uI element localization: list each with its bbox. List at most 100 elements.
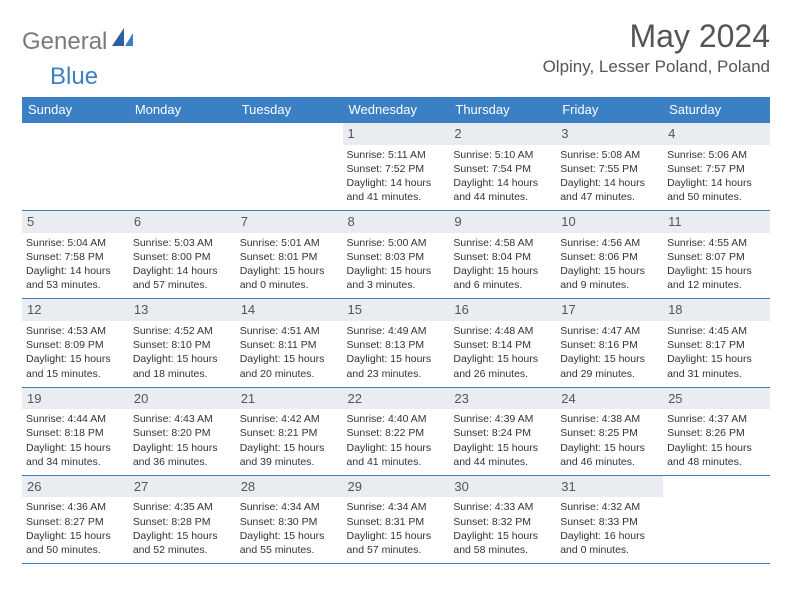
sunset-text: Sunset: 8:21 PM xyxy=(240,426,339,440)
sunrise-text: Sunrise: 4:49 AM xyxy=(347,324,446,338)
calendar-cell: 1Sunrise: 5:11 AMSunset: 7:52 PMDaylight… xyxy=(343,123,450,211)
daylight-text: Daylight: 15 hours xyxy=(133,352,232,366)
calendar-cell: 20Sunrise: 4:43 AMSunset: 8:20 PMDayligh… xyxy=(129,387,236,475)
daylight-text: Daylight: 15 hours xyxy=(560,264,659,278)
daylight-text: Daylight: 15 hours xyxy=(347,352,446,366)
calendar-body: 1Sunrise: 5:11 AMSunset: 7:52 PMDaylight… xyxy=(22,123,770,564)
sunset-text: Sunset: 7:55 PM xyxy=(560,162,659,176)
calendar-cell: 29Sunrise: 4:34 AMSunset: 8:31 PMDayligh… xyxy=(343,475,450,563)
daylight-text: and 44 minutes. xyxy=(453,455,552,469)
calendar-cell: 21Sunrise: 4:42 AMSunset: 8:21 PMDayligh… xyxy=(236,387,343,475)
day-number: 14 xyxy=(236,299,343,321)
sunset-text: Sunset: 8:26 PM xyxy=(667,426,766,440)
calendar-cell: 31Sunrise: 4:32 AMSunset: 8:33 PMDayligh… xyxy=(556,475,663,563)
day-number: 5 xyxy=(22,211,129,233)
daylight-text: Daylight: 14 hours xyxy=(667,176,766,190)
sunrise-text: Sunrise: 4:38 AM xyxy=(560,412,659,426)
daylight-text: Daylight: 15 hours xyxy=(667,352,766,366)
sunset-text: Sunset: 7:54 PM xyxy=(453,162,552,176)
daylight-text: Daylight: 15 hours xyxy=(667,264,766,278)
day-number: 23 xyxy=(449,388,556,410)
day-number: 26 xyxy=(22,476,129,498)
calendar-cell: 14Sunrise: 4:51 AMSunset: 8:11 PMDayligh… xyxy=(236,299,343,387)
sunset-text: Sunset: 8:13 PM xyxy=(347,338,446,352)
day-number: 12 xyxy=(22,299,129,321)
sunrise-text: Sunrise: 5:10 AM xyxy=(453,148,552,162)
daylight-text: Daylight: 15 hours xyxy=(453,264,552,278)
day-number: 27 xyxy=(129,476,236,498)
daylight-text: and 41 minutes. xyxy=(347,190,446,204)
daylight-text: Daylight: 15 hours xyxy=(240,441,339,455)
daylight-text: and 0 minutes. xyxy=(240,278,339,292)
sunrise-text: Sunrise: 4:52 AM xyxy=(133,324,232,338)
daylight-text: Daylight: 15 hours xyxy=(26,529,125,543)
daylight-text: and 57 minutes. xyxy=(347,543,446,557)
header-sunday: Sunday xyxy=(22,97,129,123)
calendar-row: 12Sunrise: 4:53 AMSunset: 8:09 PMDayligh… xyxy=(22,299,770,387)
daylight-text: Daylight: 15 hours xyxy=(240,352,339,366)
calendar-row: 1Sunrise: 5:11 AMSunset: 7:52 PMDaylight… xyxy=(22,123,770,211)
sunset-text: Sunset: 8:22 PM xyxy=(347,426,446,440)
daylight-text: and 6 minutes. xyxy=(453,278,552,292)
daylight-text: Daylight: 15 hours xyxy=(453,529,552,543)
day-number: 16 xyxy=(449,299,556,321)
sunset-text: Sunset: 8:18 PM xyxy=(26,426,125,440)
day-number: 28 xyxy=(236,476,343,498)
calendar-cell: 10Sunrise: 4:56 AMSunset: 8:06 PMDayligh… xyxy=(556,211,663,299)
calendar-cell: 9Sunrise: 4:58 AMSunset: 8:04 PMDaylight… xyxy=(449,211,556,299)
sunrise-text: Sunrise: 4:34 AM xyxy=(347,500,446,514)
daylight-text: and 50 minutes. xyxy=(26,543,125,557)
page-title: May 2024 xyxy=(543,18,770,55)
sunrise-text: Sunrise: 5:00 AM xyxy=(347,236,446,250)
day-number: 24 xyxy=(556,388,663,410)
calendar-cell: 16Sunrise: 4:48 AMSunset: 8:14 PMDayligh… xyxy=(449,299,556,387)
sunrise-text: Sunrise: 4:34 AM xyxy=(240,500,339,514)
calendar-cell: 3Sunrise: 5:08 AMSunset: 7:55 PMDaylight… xyxy=(556,123,663,211)
sunrise-text: Sunrise: 4:51 AM xyxy=(240,324,339,338)
sunset-text: Sunset: 8:20 PM xyxy=(133,426,232,440)
sunset-text: Sunset: 8:24 PM xyxy=(453,426,552,440)
calendar-cell: 25Sunrise: 4:37 AMSunset: 8:26 PMDayligh… xyxy=(663,387,770,475)
daylight-text: and 34 minutes. xyxy=(26,455,125,469)
calendar-cell: 22Sunrise: 4:40 AMSunset: 8:22 PMDayligh… xyxy=(343,387,450,475)
sunrise-text: Sunrise: 4:44 AM xyxy=(26,412,125,426)
calendar-cell xyxy=(22,123,129,211)
daylight-text: Daylight: 14 hours xyxy=(26,264,125,278)
sunrise-text: Sunrise: 5:04 AM xyxy=(26,236,125,250)
daylight-text: and 57 minutes. xyxy=(133,278,232,292)
daylight-text: and 3 minutes. xyxy=(347,278,446,292)
header-thursday: Thursday xyxy=(449,97,556,123)
daylight-text: Daylight: 15 hours xyxy=(453,352,552,366)
daylight-text: Daylight: 15 hours xyxy=(133,529,232,543)
daylight-text: and 15 minutes. xyxy=(26,367,125,381)
daylight-text: and 36 minutes. xyxy=(133,455,232,469)
sunset-text: Sunset: 8:25 PM xyxy=(560,426,659,440)
calendar-cell: 11Sunrise: 4:55 AMSunset: 8:07 PMDayligh… xyxy=(663,211,770,299)
day-number: 1 xyxy=(343,123,450,145)
sunset-text: Sunset: 8:10 PM xyxy=(133,338,232,352)
day-number: 6 xyxy=(129,211,236,233)
daylight-text: Daylight: 15 hours xyxy=(453,441,552,455)
daylight-text: and 48 minutes. xyxy=(667,455,766,469)
sunrise-text: Sunrise: 4:36 AM xyxy=(26,500,125,514)
header-saturday: Saturday xyxy=(663,97,770,123)
daylight-text: Daylight: 15 hours xyxy=(347,441,446,455)
day-number: 3 xyxy=(556,123,663,145)
header-monday: Monday xyxy=(129,97,236,123)
sunset-text: Sunset: 8:33 PM xyxy=(560,515,659,529)
sunrise-text: Sunrise: 4:42 AM xyxy=(240,412,339,426)
day-number: 10 xyxy=(556,211,663,233)
sunrise-text: Sunrise: 4:39 AM xyxy=(453,412,552,426)
daylight-text: Daylight: 15 hours xyxy=(560,441,659,455)
sunrise-text: Sunrise: 4:56 AM xyxy=(560,236,659,250)
daylight-text: Daylight: 14 hours xyxy=(133,264,232,278)
title-block: May 2024 Olpiny, Lesser Poland, Poland xyxy=(543,18,770,77)
calendar-cell: 12Sunrise: 4:53 AMSunset: 8:09 PMDayligh… xyxy=(22,299,129,387)
sunset-text: Sunset: 8:04 PM xyxy=(453,250,552,264)
daylight-text: Daylight: 15 hours xyxy=(347,529,446,543)
daylight-text: and 53 minutes. xyxy=(26,278,125,292)
daylight-text: and 23 minutes. xyxy=(347,367,446,381)
sunrise-text: Sunrise: 4:48 AM xyxy=(453,324,552,338)
daylight-text: Daylight: 15 hours xyxy=(26,352,125,366)
calendar-cell: 13Sunrise: 4:52 AMSunset: 8:10 PMDayligh… xyxy=(129,299,236,387)
